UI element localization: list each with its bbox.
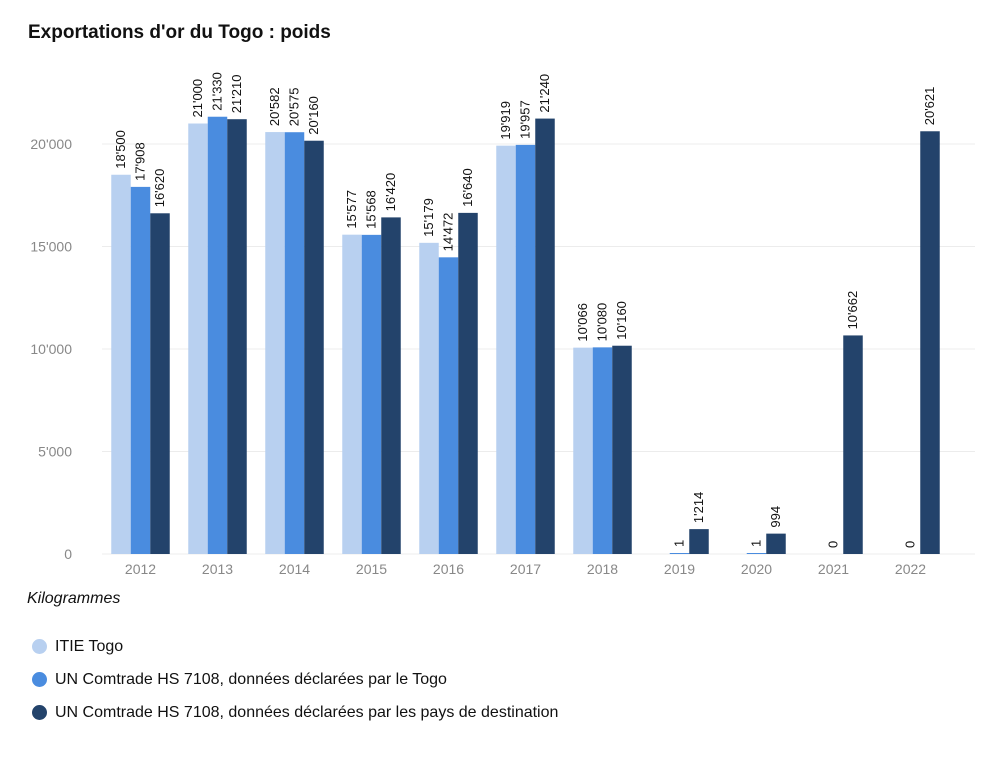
bar[interactable] (265, 132, 285, 554)
x-tick-label: 2014 (279, 561, 310, 577)
data-label: 18'500 (113, 130, 128, 169)
bar[interactable] (438, 257, 459, 554)
data-label: 21'330 (210, 72, 225, 111)
y-axis: 0 5'000 10'000 15'000 20'000 (30, 136, 72, 562)
y-tick-label: 5'000 (38, 444, 72, 460)
x-tick-label: 2022 (895, 561, 926, 577)
bar-chart: 0 5'000 10'000 15'000 20'000 18'500 17'908 16'… (30, 72, 975, 577)
y-tick-label: 10'000 (30, 341, 72, 357)
chart-title: Exportations d'or du Togo : poids (28, 22, 331, 43)
data-label: 16'420 (383, 173, 398, 212)
data-labels: 18'500 17'908 16'620 21'000 21'330 21'210 20'5… (113, 72, 937, 548)
legend-item-comtrade-destination[interactable]: UN Comtrade HS 7108, données déclarées p… (32, 696, 558, 729)
legend-swatch-itie-icon (32, 639, 47, 654)
x-axis: 2012 2013 2014 2015 2016 2017 2018 2019 2020 2021… (125, 561, 926, 577)
bar[interactable] (612, 345, 632, 554)
bar[interactable] (361, 234, 382, 554)
x-tick-label: 2018 (587, 561, 618, 577)
bar[interactable] (130, 186, 151, 555)
legend-swatch-comtrade-destination-icon (32, 705, 47, 720)
bar[interactable] (188, 123, 208, 555)
bar[interactable] (515, 144, 536, 554)
data-label: 15'179 (421, 198, 436, 237)
bar[interactable] (766, 533, 786, 554)
bar[interactable] (843, 335, 863, 554)
data-label: 10'080 (595, 303, 610, 342)
bar[interactable] (207, 116, 228, 555)
data-label: 10'160 (614, 301, 629, 340)
data-label: 0 (826, 541, 841, 548)
data-label: 19'919 (498, 101, 513, 140)
bar[interactable] (304, 140, 324, 554)
legend-label: UN Comtrade HS 7108, données déclarées p… (55, 703, 559, 721)
legend-item-comtrade-togo[interactable]: UN Comtrade HS 7108, données déclarées p… (32, 663, 558, 696)
data-label: 1'214 (691, 492, 706, 523)
data-label: 19'957 (518, 100, 533, 139)
bar[interactable] (150, 213, 170, 555)
data-label: 20'575 (287, 88, 302, 127)
x-tick-label: 2017 (510, 561, 541, 577)
x-tick-label: 2013 (202, 561, 233, 577)
bar[interactable] (689, 529, 709, 554)
bars (111, 116, 940, 555)
legend-item-itie[interactable]: ITIE Togo (32, 630, 558, 663)
data-label: 21'210 (229, 75, 244, 114)
y-tick-label: 15'000 (30, 239, 72, 255)
legend-swatch-comtrade-togo-icon (32, 672, 47, 687)
bar[interactable] (342, 234, 362, 554)
legend: ITIE Togo UN Comtrade HS 7108, données d… (32, 630, 558, 729)
data-label: 10'066 (575, 303, 590, 342)
data-label: 14'472 (441, 213, 456, 252)
y-tick-label: 0 (64, 546, 72, 562)
unit-label: Kilogrammes (27, 590, 121, 607)
data-label: 20'621 (922, 87, 937, 126)
data-label: 1 (749, 540, 764, 547)
data-label: 20'582 (267, 87, 282, 126)
bar[interactable] (227, 119, 247, 554)
y-tick-label: 20'000 (30, 136, 72, 152)
bar[interactable] (573, 347, 593, 554)
data-label: 16'620 (152, 169, 167, 208)
data-label: 1 (672, 540, 687, 547)
bar[interactable] (669, 553, 690, 554)
x-tick-label: 2021 (818, 561, 849, 577)
bar[interactable] (111, 174, 131, 554)
data-label: 20'160 (306, 96, 321, 135)
data-label: 16'640 (460, 168, 475, 207)
bar[interactable] (381, 217, 401, 554)
bar[interactable] (592, 347, 613, 554)
data-label: 21'240 (537, 74, 552, 113)
data-label: 17'908 (133, 142, 148, 181)
bar[interactable] (535, 118, 555, 554)
bar[interactable] (284, 132, 305, 554)
bar[interactable] (458, 212, 478, 554)
x-tick-label: 2016 (433, 561, 464, 577)
bar[interactable] (496, 145, 516, 554)
legend-label: UN Comtrade HS 7108, données déclarées p… (55, 670, 447, 688)
data-label: 21'000 (190, 79, 205, 118)
legend-label: ITIE Togo (55, 637, 124, 655)
data-label: 15'577 (344, 190, 359, 229)
data-label: 994 (768, 506, 783, 528)
data-label: 0 (903, 541, 918, 548)
bar[interactable] (419, 242, 439, 554)
bar[interactable] (746, 553, 767, 554)
data-label: 10'662 (845, 291, 860, 330)
data-label: 15'568 (364, 190, 379, 229)
x-tick-label: 2015 (356, 561, 387, 577)
x-tick-label: 2020 (741, 561, 772, 577)
bar[interactable] (920, 131, 940, 554)
x-tick-label: 2019 (664, 561, 695, 577)
x-tick-label: 2012 (125, 561, 156, 577)
